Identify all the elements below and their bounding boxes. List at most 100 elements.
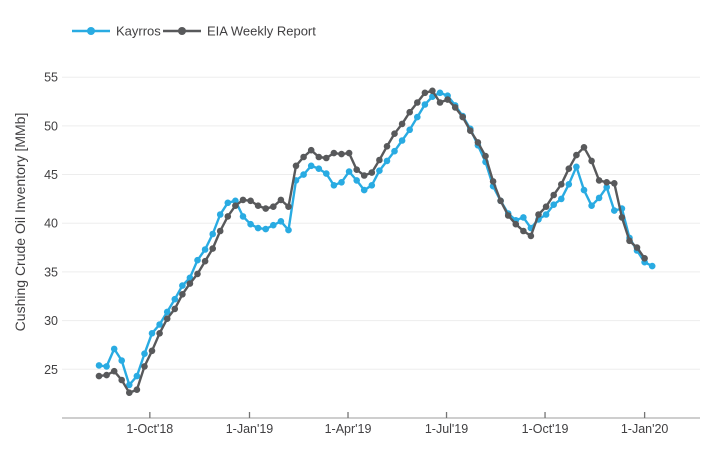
data-point-kayrros [330,182,338,189]
data-point-kayrros [376,167,383,174]
data-point-eia-weekly-report [444,96,451,103]
data-point-eia-weekly-report [110,367,118,375]
y-tick-label: 50 [44,119,58,133]
data-point-eia-weekly-report [573,151,580,159]
series-line-kayrros [98,91,653,387]
data-point-kayrros [611,207,618,214]
data-point-eia-weekly-report [451,104,459,111]
legend-label[interactable]: EIA Weekly Report [207,24,316,39]
x-tick-label: 1-Jan'20 [621,422,669,436]
data-point-kayrros [110,345,118,353]
data-point-eia-weekly-report [307,146,315,154]
x-tick-label: 1-Jan'19 [226,422,274,436]
data-point-kayrros [603,183,610,191]
data-point-eia-weekly-report [148,347,156,355]
data-point-eia-weekly-report [277,196,285,204]
data-point-eia-weekly-report [292,162,300,170]
data-point-eia-weekly-report [626,237,633,245]
data-point-kayrros [542,211,550,218]
data-point-eia-weekly-report [368,169,376,176]
data-point-eia-weekly-report [201,257,209,265]
data-point-kayrros [163,308,171,316]
data-point-eia-weekly-report [156,330,163,337]
data-point-kayrros [262,225,270,233]
data-point-kayrros [565,181,573,188]
data-point-eia-weekly-report [603,179,610,186]
data-point-kayrros [391,147,398,155]
data-point-eia-weekly-report [414,99,421,106]
data-point-kayrros [406,126,414,134]
data-point-kayrros [558,195,565,203]
data-point-kayrros [368,182,376,189]
data-point-kayrros [360,186,368,194]
data-point-kayrros [141,350,148,358]
y-tick-label: 45 [44,168,58,182]
data-point-eia-weekly-report [232,202,239,209]
data-point-eia-weekly-report [171,305,179,313]
data-point-kayrros [216,211,224,218]
x-tick-label: 1-Oct'19 [522,422,569,436]
data-point-kayrros [171,295,179,303]
data-point-kayrros [126,381,133,389]
data-point-kayrros [95,362,103,369]
legend-marker [87,27,95,35]
data-point-eia-weekly-report [459,113,467,121]
data-point-eia-weekly-report [345,149,353,157]
data-point-kayrros [270,221,277,229]
data-point-eia-weekly-report [398,120,406,128]
data-point-kayrros [277,218,285,225]
data-point-eia-weekly-report [262,205,270,212]
y-tick-label: 40 [44,217,58,231]
data-point-eia-weekly-report [429,87,436,95]
data-point-kayrros [383,157,391,165]
data-point-eia-weekly-report [216,227,224,235]
data-point-kayrros [648,262,656,270]
data-point-kayrros [186,274,194,282]
data-point-kayrros [201,246,209,253]
data-point-eia-weekly-report [103,371,110,379]
data-point-eia-weekly-report [611,180,618,187]
data-point-eia-weekly-report [641,254,648,262]
data-point-eia-weekly-report [550,191,557,199]
data-point-eia-weekly-report [186,280,194,287]
data-point-eia-weekly-report [285,203,292,210]
y-tick-label: 30 [44,314,58,328]
data-point-kayrros [133,372,141,380]
data-point-kayrros [338,179,345,186]
data-point-kayrros [232,197,239,205]
data-point-eia-weekly-report [512,220,520,228]
data-point-kayrros [588,202,595,209]
data-point-eia-weekly-report [209,245,216,252]
data-point-kayrros [300,171,307,178]
data-point-eia-weekly-report [391,130,398,137]
data-point-kayrros [285,226,292,234]
legend-label[interactable]: Kayrros [116,24,161,39]
data-point-kayrros [239,213,247,220]
data-point-kayrros [550,201,557,208]
data-point-eia-weekly-report [270,203,277,210]
data-point-eia-weekly-report [360,172,368,179]
data-point-eia-weekly-report [436,99,444,106]
data-point-kayrros [595,194,603,202]
data-point-eia-weekly-report [633,244,641,251]
series-line-eia-weekly-report [98,89,646,394]
data-point-kayrros [315,165,323,172]
data-point-kayrros [323,170,330,177]
data-point-eia-weekly-report [504,212,512,219]
data-point-kayrros [209,230,216,238]
data-point-kayrros [345,168,353,175]
data-point-eia-weekly-report [315,153,323,161]
legend-marker [178,27,186,35]
y-tick-label: 25 [44,363,58,377]
y-tick-label: 55 [44,71,58,85]
data-point-eia-weekly-report [338,150,345,158]
data-point-eia-weekly-report [141,363,148,370]
data-point-eia-weekly-report [595,177,603,184]
data-point-eia-weekly-report [179,291,186,298]
data-point-eia-weekly-report [535,211,542,218]
data-point-kayrros [436,89,444,97]
data-point-eia-weekly-report [118,376,125,384]
data-point-eia-weekly-report [126,389,133,397]
data-point-kayrros [103,363,110,370]
